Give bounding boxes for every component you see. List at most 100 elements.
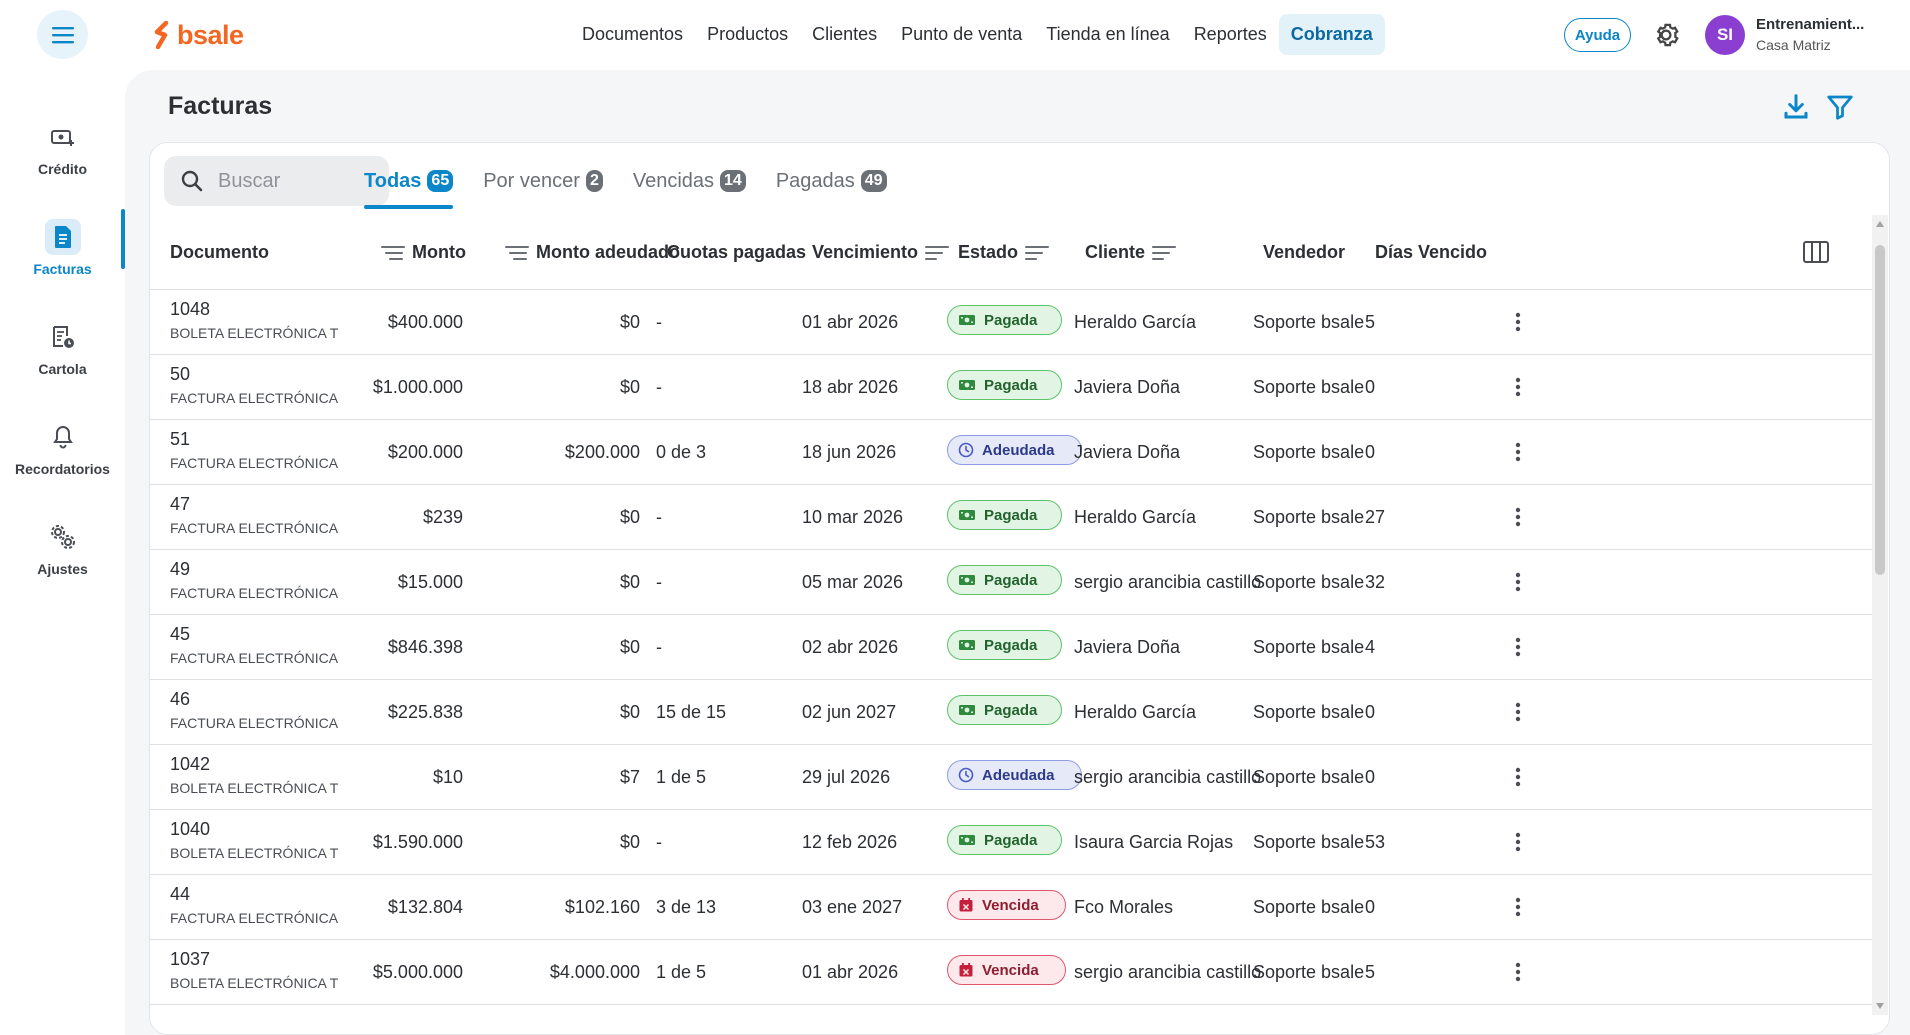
- dias-vencido-cell: 0: [1365, 766, 1376, 787]
- scrollbar[interactable]: [1872, 215, 1888, 1015]
- document-number[interactable]: 1048: [170, 299, 211, 319]
- cash-icon: [959, 380, 975, 390]
- row-actions-button[interactable]: [1504, 633, 1532, 661]
- document-number[interactable]: 1037: [170, 949, 211, 969]
- topnav-item-productos[interactable]: Productos: [707, 24, 789, 44]
- vencimiento-cell: 29 jul 2026: [802, 766, 891, 787]
- row-actions-button[interactable]: [1504, 308, 1532, 336]
- credit-card-plus-icon: [50, 130, 74, 146]
- row-actions-button[interactable]: [1504, 568, 1532, 596]
- columns-icon[interactable]: [1802, 239, 1830, 265]
- help-button[interactable]: Ayuda: [1564, 18, 1631, 52]
- bsale-logo[interactable]: bsale: [153, 19, 244, 51]
- sidebar-item-ajustes[interactable]: Ajustes: [0, 509, 125, 597]
- document-number[interactable]: 44: [170, 884, 191, 904]
- status-badge: Pagada: [947, 565, 1062, 595]
- dias-vencido-cell: 0: [1365, 376, 1376, 397]
- document-number[interactable]: 45: [170, 624, 191, 644]
- document-number[interactable]: 51: [170, 429, 191, 449]
- filter-icon[interactable]: [1825, 92, 1855, 122]
- document-number[interactable]: 46: [170, 689, 191, 709]
- tab-vencidas[interactable]: Vencidas 14: [633, 161, 746, 201]
- cliente-cell: Isaura Garcia Rojas: [1074, 831, 1234, 852]
- cliente-cell: sergio arancibia castillo: [1074, 961, 1262, 982]
- search-box[interactable]: [164, 156, 389, 206]
- table-row[interactable]: 44 FACTURA ELECTRÓNICA $132.804 $102.160 3 d…: [150, 875, 1873, 940]
- sidebar-active-indicator: [121, 209, 125, 269]
- col-monto-adeudado-label: Monto adeudado: [536, 242, 680, 262]
- topnav-item-punto-de-venta[interactable]: Punto de venta: [901, 24, 1023, 44]
- row-actions-button[interactable]: [1504, 503, 1532, 531]
- download-icon[interactable]: [1781, 92, 1811, 122]
- col-cliente[interactable]: Cliente: [1085, 215, 1183, 290]
- sort-icon[interactable]: [1151, 243, 1177, 263]
- topnav-item-tienda-en-línea[interactable]: Tienda en línea: [1046, 24, 1170, 44]
- user-name[interactable]: Entrenamient...: [1756, 16, 1865, 33]
- scroll-down-arrow[interactable]: [1876, 1003, 1884, 1009]
- vencimiento-cell: 18 jun 2026: [802, 441, 897, 462]
- topnav-item-documentos[interactable]: Documentos: [582, 24, 684, 44]
- table-row[interactable]: 1040 BOLETA ELECTRÓNICA T $1.590.000 $0- 12 …: [150, 810, 1873, 875]
- topnav-item-clientes[interactable]: Clientes: [812, 24, 878, 44]
- col-vencimiento[interactable]: Vencimiento: [812, 215, 956, 290]
- row-actions-button[interactable]: [1504, 698, 1532, 726]
- sidebar-item-recordatorios[interactable]: Recordatorios: [0, 409, 125, 497]
- sidebar-item-credito[interactable]: Crédito: [0, 109, 125, 197]
- row-actions-button[interactable]: [1504, 763, 1532, 791]
- sort-icon[interactable]: [1024, 243, 1050, 263]
- user-avatar[interactable]: SI: [1705, 15, 1745, 55]
- table-row[interactable]: 47 FACTURA ELECTRÓNICA $239 $0- 10 mar 2026 P…: [150, 485, 1873, 550]
- table-row[interactable]: 1042 BOLETA ELECTRÓNICA T $10 $7 1 de 5 29 ju…: [150, 745, 1873, 810]
- row-actions-button[interactable]: [1504, 828, 1532, 856]
- cuotas-cell: -: [656, 571, 662, 592]
- row-actions-button[interactable]: [1504, 373, 1532, 401]
- topnav-item-reportes[interactable]: Reportes: [1193, 24, 1267, 44]
- sort-icon[interactable]: [380, 243, 406, 263]
- monto-cell: $15.000: [397, 571, 463, 592]
- table-row[interactable]: 1048 BOLETA ELECTRÓNICA T $400.000 $0- 01 ab…: [150, 290, 1873, 355]
- table-row[interactable]: 49 FACTURA ELECTRÓNICA $15.000 $0- 05 mar 20…: [150, 550, 1873, 615]
- settings-gear-icon[interactable]: [1651, 20, 1681, 50]
- table-row[interactable]: 51 FACTURA ELECTRÓNICA $200.000 $200.000 0 d…: [150, 420, 1873, 485]
- row-actions-button[interactable]: [1504, 958, 1532, 986]
- sort-icon[interactable]: [504, 243, 530, 263]
- col-monto-adeudado[interactable]: Monto adeudado: [498, 215, 680, 290]
- scroll-up-arrow[interactable]: [1876, 221, 1884, 227]
- scrollbar-thumb[interactable]: [1875, 245, 1885, 575]
- document-number[interactable]: 1040: [170, 819, 211, 839]
- col-vendedor[interactable]: Vendedor: [1263, 242, 1346, 262]
- row-actions-button[interactable]: [1504, 893, 1532, 921]
- cuotas-cell: -: [656, 506, 662, 527]
- cuotas-cell: 0 de 3: [656, 441, 707, 462]
- tab-pagadas[interactable]: Pagadas 49: [776, 161, 887, 201]
- table-row[interactable]: 1037 BOLETA ELECTRÓNICA T $5.000.000 $4.000…: [150, 940, 1873, 1005]
- col-estado[interactable]: Estado: [958, 215, 1056, 290]
- document-type: FACTURA ELECTRÓNICA: [170, 715, 339, 731]
- col-monto[interactable]: Monto: [374, 215, 466, 290]
- sidebar-item-facturas[interactable]: Facturas: [0, 209, 125, 297]
- status-badge-label: Pagada: [984, 376, 1038, 394]
- document-number[interactable]: 1042: [170, 754, 211, 774]
- sort-icon[interactable]: [924, 243, 950, 263]
- sidebar-icon-wrap: [45, 319, 81, 355]
- table-row[interactable]: 46 FACTURA ELECTRÓNICA $225.838 $0 15 de 15 0…: [150, 680, 1873, 745]
- topnav-item-cobranza[interactable]: Cobranza: [1278, 14, 1385, 55]
- document-number[interactable]: 50: [170, 364, 191, 384]
- col-cuotas[interactable]: Cuotas pagadas: [667, 242, 807, 262]
- col-estado-label: Estado: [958, 242, 1019, 262]
- sidebar-item-cartola[interactable]: Cartola: [0, 309, 125, 397]
- tab-por-vencer[interactable]: Por vencer 2: [483, 161, 603, 201]
- document-number[interactable]: 49: [170, 559, 191, 579]
- table-row[interactable]: 45 FACTURA ELECTRÓNICA $846.398 $0- 02 abr 2…: [150, 615, 1873, 680]
- document-type: FACTURA ELECTRÓNICA: [170, 910, 339, 926]
- search-input[interactable]: [218, 169, 368, 193]
- table-row[interactable]: 50 FACTURA ELECTRÓNICA $1.000.000 $0- 18 abr…: [150, 355, 1873, 420]
- monto-adeudado-cell: $4.000.000: [549, 961, 640, 982]
- tab-todas[interactable]: Todas 65: [364, 161, 454, 209]
- col-documento[interactable]: Documento: [170, 242, 269, 262]
- col-dias[interactable]: Días Vencido: [1375, 242, 1488, 262]
- document-number[interactable]: 47: [170, 494, 191, 514]
- hamburger-menu-button[interactable]: [37, 10, 88, 59]
- row-actions-button[interactable]: [1504, 438, 1532, 466]
